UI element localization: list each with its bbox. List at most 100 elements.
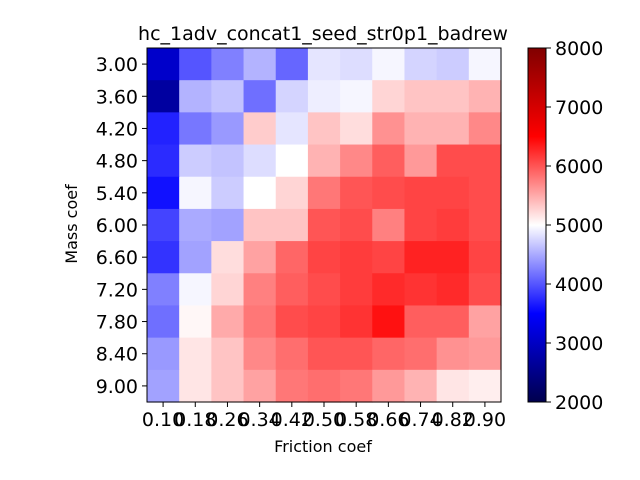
heatmap-cell [243,144,277,178]
x-tick-label: 0.58 [335,409,377,431]
heatmap-cell [179,144,212,178]
y-tick-label: 5.40 [96,183,138,205]
x-tick-label: 0.50 [303,409,345,431]
x-tick-label: 0.34 [238,409,280,431]
heatmap-cell [436,80,470,113]
heatmap-cell [307,112,341,146]
heatmap-cell [372,112,406,146]
colorbar-tick-label: 5000 [555,215,603,237]
heatmap-cell [436,176,470,210]
heatmap-cell [307,273,341,307]
heatmap-cell [372,337,406,371]
heatmap-cell [404,305,438,339]
heatmap-cell [436,337,470,371]
heatmap-cell [468,241,502,274]
x-tick-label: 0.90 [464,409,506,431]
heatmap-cell [243,208,277,242]
heatmap-cell [372,208,406,242]
y-axis-ticks: 3.00 3.60 4.20 4.80 5.40 6.00 6.60 7.20 7.80 8.40… [96,54,147,398]
heatmap-cell [275,273,309,307]
heatmap-cell [147,241,180,274]
heatmap-cell [307,80,341,113]
plot-frame [146,47,502,403]
heatmap-cell [275,241,309,274]
heatmap-cell [307,337,341,371]
heatmap-cell [372,241,406,274]
heatmap-cell [243,241,277,274]
y-tick-label: 4.20 [96,118,138,140]
heatmap-cell [211,337,245,371]
heatmap-cell [404,369,438,403]
heatmap-cell [275,337,309,371]
heatmap-cell [179,273,212,307]
chart-title: hc_1adv_concat1_seed_str0p1_badrew [138,23,508,45]
heatmap-cell [147,273,180,307]
y-tick-label: 8.40 [96,344,138,366]
heatmap-cell [147,112,180,146]
heatmap-cell [468,369,502,403]
heatmap-cell [436,112,470,146]
heatmap-cell [372,369,406,403]
heatmap-cell [307,144,341,178]
x-axis-ticks: 0.100.180.260.340.420.500.580.660.740.82… [142,402,506,431]
heatmap-cell [275,112,309,146]
heatmap-cell [468,176,502,210]
heatmap-cell [340,176,373,210]
heatmap-cell [468,48,502,81]
heatmap-cell [243,112,277,146]
heatmap-cells [147,48,502,403]
y-tick-label: 6.60 [96,247,138,269]
x-tick-label: 0.42 [271,409,313,431]
heatmap-cell [436,208,470,242]
x-tick-label: 0.66 [367,409,409,431]
heatmap-cell [211,369,245,403]
heatmap-cell [147,369,180,403]
x-tick-label: 0.18 [174,409,216,431]
colorbar-tick-label: 3000 [555,333,603,355]
heatmap-cell [243,369,277,403]
heatmap-cell [340,80,373,113]
heatmap-cell [147,337,180,371]
heatmap-cell [468,80,502,113]
x-tick-label: 0.10 [142,409,184,431]
heatmap-cell [404,208,438,242]
heatmap-cell [307,176,341,210]
heatmap-cell [436,369,470,403]
heatmap-cell [211,176,245,210]
heatmap-cell [147,80,180,113]
colorbar-tick-label: 4000 [555,274,603,296]
heatmap-cell [468,337,502,371]
colorbar-tick-label: 8000 [555,38,603,60]
y-tick-label: 9.00 [96,376,138,398]
colorbar-tick-label: 6000 [555,156,603,178]
heatmap-cell [211,241,245,274]
heatmap-cell [275,208,309,242]
heatmap-cell [179,241,212,274]
y-axis-label: Mass coef [62,184,81,264]
heatmap-cell [179,208,212,242]
heatmap-cell [468,273,502,307]
heatmap-cell [147,305,180,339]
heatmap-cell [372,273,406,307]
y-tick-label: 7.20 [96,279,138,301]
heatmap-cell [179,337,212,371]
heatmap-cell [436,144,470,178]
heatmap-cell [275,144,309,178]
heatmap-cell [404,241,438,274]
heatmap-cell [275,48,309,81]
heatmap-cell [340,305,373,339]
heatmap-cell [404,337,438,371]
heatmap-cell [340,273,373,307]
y-tick-label: 6.00 [96,215,138,237]
heatmap-cell [211,208,245,242]
heatmap-cell [211,80,245,113]
heatmap-cell [436,305,470,339]
y-tick-label: 7.80 [96,312,138,334]
heatmap-cell [372,305,406,339]
heatmap-cell [179,176,212,210]
heatmap-cell [243,80,277,113]
x-tick-label: 0.82 [432,409,474,431]
heatmap-cell [404,176,438,210]
y-tick-label: 4.80 [96,151,138,173]
